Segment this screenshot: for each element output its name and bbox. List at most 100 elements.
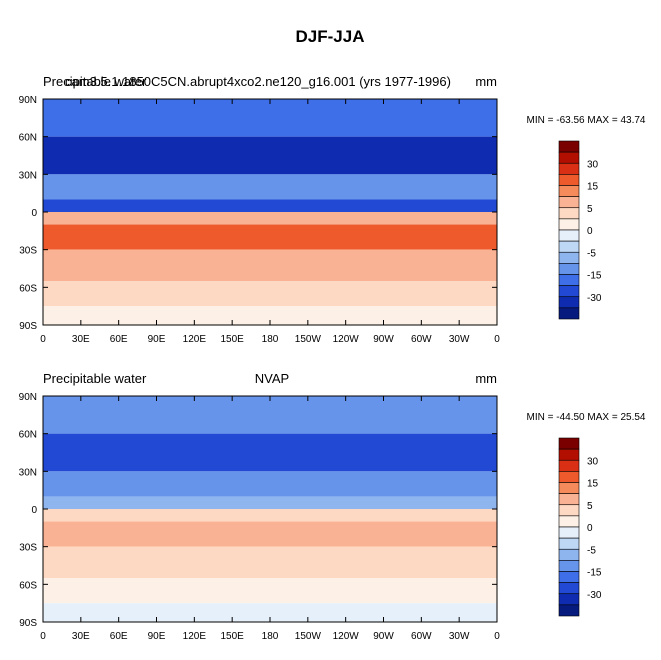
x-tick-label: 150E bbox=[220, 334, 244, 345]
colorbar: 30 15 5 0 -5 -15 -30 bbox=[558, 437, 602, 617]
field-band bbox=[43, 433, 497, 472]
x-tick-label: 120W bbox=[333, 631, 360, 642]
colorbar-swatch bbox=[558, 448, 580, 461]
x-tick-label: 30E bbox=[72, 631, 90, 642]
panel-title-left: Precipitable water bbox=[43, 371, 147, 386]
y-tick-label: 90S bbox=[19, 618, 37, 629]
x-tick-label: 30W bbox=[449, 631, 470, 642]
y-tick-label: 60S bbox=[19, 580, 37, 591]
stats-text: MIN = -63.56 MAX = 43.74 bbox=[527, 115, 646, 126]
colorbar-swatch bbox=[558, 571, 580, 583]
x-tick-label: 120W bbox=[333, 334, 360, 345]
colorbar-swatch bbox=[558, 471, 580, 483]
y-tick-label: 60N bbox=[19, 430, 37, 441]
colorbar-label: 0 bbox=[587, 523, 593, 534]
y-tick-label: 30S bbox=[19, 246, 37, 257]
y-tick-label: 60S bbox=[19, 283, 37, 294]
panel-units: mm bbox=[475, 371, 497, 386]
field-band bbox=[43, 496, 497, 509]
field-band bbox=[43, 249, 497, 282]
colorbar-swatch bbox=[558, 229, 580, 242]
colorbar-swatch bbox=[558, 162, 580, 175]
colorbar-swatch bbox=[558, 251, 580, 264]
y-tick-label: 90N bbox=[19, 95, 37, 106]
field-band bbox=[43, 396, 497, 434]
x-tick-label: 30E bbox=[72, 334, 90, 345]
y-tick-label: 30N bbox=[19, 170, 37, 181]
y-tick-label: 0 bbox=[31, 208, 37, 219]
x-tick-label: 0 bbox=[40, 334, 46, 345]
colorbar-swatch bbox=[558, 174, 580, 186]
x-tick-label: 90W bbox=[373, 334, 394, 345]
colorbar-label: 30 bbox=[587, 456, 599, 467]
field-band bbox=[43, 224, 497, 250]
colorbar-swatch bbox=[558, 207, 580, 220]
colorbar-label: 5 bbox=[587, 501, 593, 512]
colorbar-swatch bbox=[558, 604, 580, 617]
y-tick-label: 0 bbox=[31, 505, 37, 516]
colorbar-label: 15 bbox=[587, 182, 599, 193]
panel-nvap: Precipitable water NVAP mm 0 30E 60E 90E 120… bbox=[19, 371, 646, 642]
colorbar-label: -15 bbox=[587, 568, 602, 579]
field-band bbox=[43, 99, 497, 137]
x-tick-label: 120E bbox=[183, 334, 207, 345]
colorbar-swatch bbox=[558, 140, 580, 153]
colorbar-swatch bbox=[558, 185, 580, 197]
panel-model: Precipitable water cam3.5.1.1850C5CN.abr… bbox=[19, 74, 646, 345]
colorbar-label: -5 bbox=[587, 248, 596, 259]
colorbar-swatch bbox=[558, 196, 580, 209]
colorbar-swatch bbox=[558, 296, 580, 309]
y-tick-label: 90S bbox=[19, 321, 37, 332]
map-plot: 0 30E 60E 90E 120E 150E 180 150W 120W 90W 60W 30W 09… bbox=[19, 95, 501, 345]
x-tick-label: 180 bbox=[262, 631, 279, 642]
colorbar-swatch bbox=[558, 274, 580, 286]
x-tick-label: 60W bbox=[411, 631, 432, 642]
x-tick-label: 0 bbox=[40, 631, 46, 642]
x-tick-label: 150W bbox=[295, 631, 322, 642]
colorbar-swatch bbox=[558, 151, 580, 164]
colorbar-swatch bbox=[558, 560, 580, 572]
field-band bbox=[43, 471, 497, 497]
colorbar-swatch bbox=[558, 285, 580, 298]
y-tick-label: 90N bbox=[19, 392, 37, 403]
colorbar-label: 0 bbox=[587, 226, 593, 237]
colorbar-swatch bbox=[558, 537, 580, 550]
colorbar-label: -30 bbox=[587, 590, 602, 601]
colorbar-swatch bbox=[558, 437, 580, 450]
colorbar-label: -5 bbox=[587, 545, 596, 556]
field-band bbox=[43, 521, 497, 547]
field-band bbox=[43, 281, 497, 307]
colorbar-swatch bbox=[558, 582, 580, 595]
x-tick-label: 30W bbox=[449, 334, 470, 345]
x-tick-label: 150W bbox=[295, 334, 322, 345]
map-plot: 0 30E 60E 90E 120E 150E 180 150W 120W 90W 60W 30W 09… bbox=[19, 392, 501, 642]
field-band bbox=[43, 212, 497, 225]
x-tick-label: 60E bbox=[110, 631, 128, 642]
colorbar-label: 15 bbox=[587, 479, 599, 490]
x-tick-label: 60E bbox=[110, 334, 128, 345]
colorbar: 30 15 5 0 -5 -15 -30 bbox=[558, 140, 602, 320]
y-tick-label: 60N bbox=[19, 133, 37, 144]
colorbar-swatch bbox=[558, 548, 580, 561]
colorbar-swatch bbox=[558, 263, 580, 275]
colorbar-swatch bbox=[558, 526, 580, 539]
colorbar-label: 30 bbox=[587, 159, 599, 170]
x-tick-label: 180 bbox=[262, 334, 279, 345]
colorbar-label: -15 bbox=[587, 271, 602, 282]
field-band bbox=[43, 509, 497, 522]
panel-units: mm bbox=[475, 74, 497, 89]
x-tick-label: 90E bbox=[148, 631, 166, 642]
field-band bbox=[43, 578, 497, 604]
panel-title-center: cam3.5.1.1850C5CN.abrupt4xco2.ne120_g16.… bbox=[65, 74, 451, 89]
colorbar-swatch bbox=[558, 307, 580, 320]
colorbar-swatch bbox=[558, 493, 580, 506]
y-tick-label: 30S bbox=[19, 543, 37, 554]
colorbar-swatch bbox=[558, 593, 580, 606]
x-tick-label: 60W bbox=[411, 334, 432, 345]
colorbar-swatch bbox=[558, 482, 580, 494]
y-tick-label: 30N bbox=[19, 467, 37, 478]
colorbar-swatch bbox=[558, 504, 580, 517]
field-band bbox=[43, 199, 497, 212]
field-band bbox=[43, 136, 497, 175]
